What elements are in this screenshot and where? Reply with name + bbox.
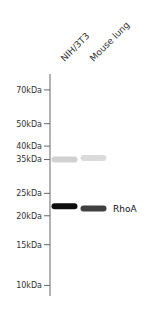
- svg-text:Mouse lung: Mouse lung: [88, 20, 132, 64]
- svg-text:NIH/3T3: NIH/3T3: [59, 31, 92, 64]
- svg-text:25kDa: 25kDa: [16, 189, 42, 198]
- svg-text:15kDa: 15kDa: [16, 241, 42, 250]
- svg-text:10kDa: 10kDa: [16, 281, 42, 290]
- svg-text:70kDa: 70kDa: [16, 86, 42, 95]
- svg-text:50kDa: 50kDa: [16, 120, 42, 129]
- svg-text:35kDa: 35kDa: [16, 155, 42, 164]
- svg-text:RhoA: RhoA: [113, 204, 137, 214]
- svg-text:20kDa: 20kDa: [16, 212, 42, 221]
- svg-text:40kDa: 40kDa: [16, 142, 42, 151]
